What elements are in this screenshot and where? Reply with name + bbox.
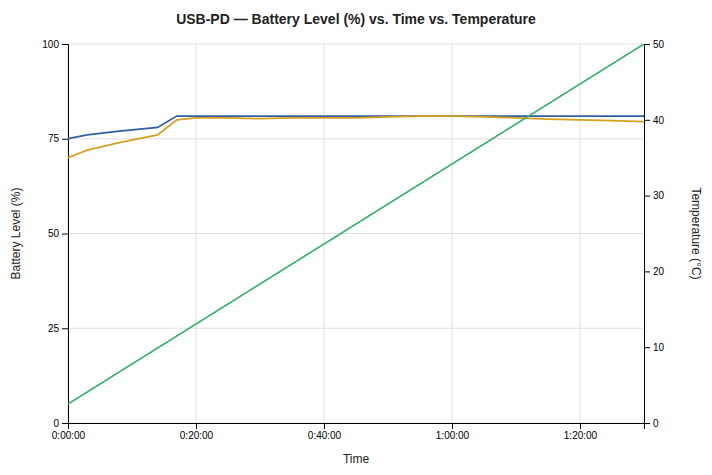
- tick-label: 0:20:00: [180, 430, 214, 441]
- tick: 50: [644, 39, 665, 50]
- grid-line: [68, 233, 644, 234]
- x-axis: 0:00:00 0:20:00 0:40:00 1:00:00 1:20:00: [52, 423, 645, 441]
- x-axis-title: Time: [343, 452, 370, 466]
- tick-mark: [62, 44, 68, 45]
- tick-label: 0: [53, 418, 59, 429]
- grid-line: [68, 138, 644, 139]
- grid-line: [68, 44, 644, 45]
- tick-mark: [62, 423, 68, 424]
- tick-mark: [62, 234, 68, 235]
- tick-mark: [644, 44, 650, 45]
- tick: 0:20:00: [180, 423, 214, 441]
- chart: 0:00:00 0:20:00 0:40:00 1:00:00 1:20:00 0 25 50…: [0, 0, 712, 475]
- grid-line: [68, 328, 644, 329]
- tick-mark: [452, 423, 453, 429]
- tick: 1:00:00: [436, 423, 470, 441]
- grid-line: [452, 44, 453, 423]
- grid-line: [196, 44, 197, 423]
- tick-label: 20: [653, 266, 665, 277]
- tick-mark: [324, 423, 325, 429]
- series-line: [68, 116, 644, 158]
- tick-mark: [196, 423, 197, 429]
- tick-mark: [644, 120, 650, 121]
- tick: 20: [644, 266, 665, 277]
- tick: 0: [644, 418, 659, 429]
- grid-line: [580, 44, 581, 423]
- tick: 100: [42, 39, 68, 50]
- tick-label: 50: [48, 228, 60, 239]
- tick-mark: [644, 196, 650, 197]
- tick: 0: [53, 418, 68, 429]
- tick: 1:20:00: [564, 423, 598, 441]
- grid: [68, 44, 644, 423]
- tick: 40: [644, 115, 665, 126]
- tick-label: 0:00:00: [52, 430, 86, 441]
- y-axis-title: Battery Level (%): [9, 187, 23, 279]
- tick: 30: [644, 190, 665, 201]
- grid-line: [324, 44, 325, 423]
- title: USB-PD — Battery Level (%) vs. Time vs. …: [176, 11, 536, 27]
- axis-line: [69, 424, 645, 430]
- tick-mark: [62, 328, 68, 329]
- axis-line: [645, 45, 651, 424]
- tick-label: 100: [42, 39, 59, 50]
- tick-label: 30: [653, 190, 665, 201]
- y2-axis: 0 10 20 30 40 50: [644, 39, 665, 429]
- tick-label: 10: [653, 342, 665, 353]
- tick-label: 1:00:00: [436, 430, 470, 441]
- tick-mark: [62, 139, 68, 140]
- tick-label: 40: [653, 115, 665, 126]
- tick-label: 25: [48, 323, 60, 334]
- tick: 10: [644, 342, 665, 353]
- tick: 25: [48, 323, 68, 334]
- tick-label: 50: [653, 39, 665, 50]
- tick-mark: [580, 423, 581, 429]
- y2-axis-title: Temperature (°C): [689, 187, 703, 279]
- tick-label: 0:40:00: [308, 430, 342, 441]
- series-line: [68, 44, 644, 404]
- tick: 50: [48, 228, 68, 239]
- plot-area: [68, 44, 644, 404]
- tick-mark: [644, 271, 650, 272]
- tick-label: 1:20:00: [564, 430, 598, 441]
- tick: 0:40:00: [308, 423, 342, 441]
- tick-label: 0: [653, 418, 659, 429]
- tick-label: 75: [48, 133, 60, 144]
- tick-mark: [644, 423, 650, 424]
- tick: 75: [48, 133, 68, 144]
- tick-mark: [644, 347, 650, 348]
- axis-line: [62, 45, 69, 424]
- y-axis: 0 25 50 75 100: [42, 39, 68, 429]
